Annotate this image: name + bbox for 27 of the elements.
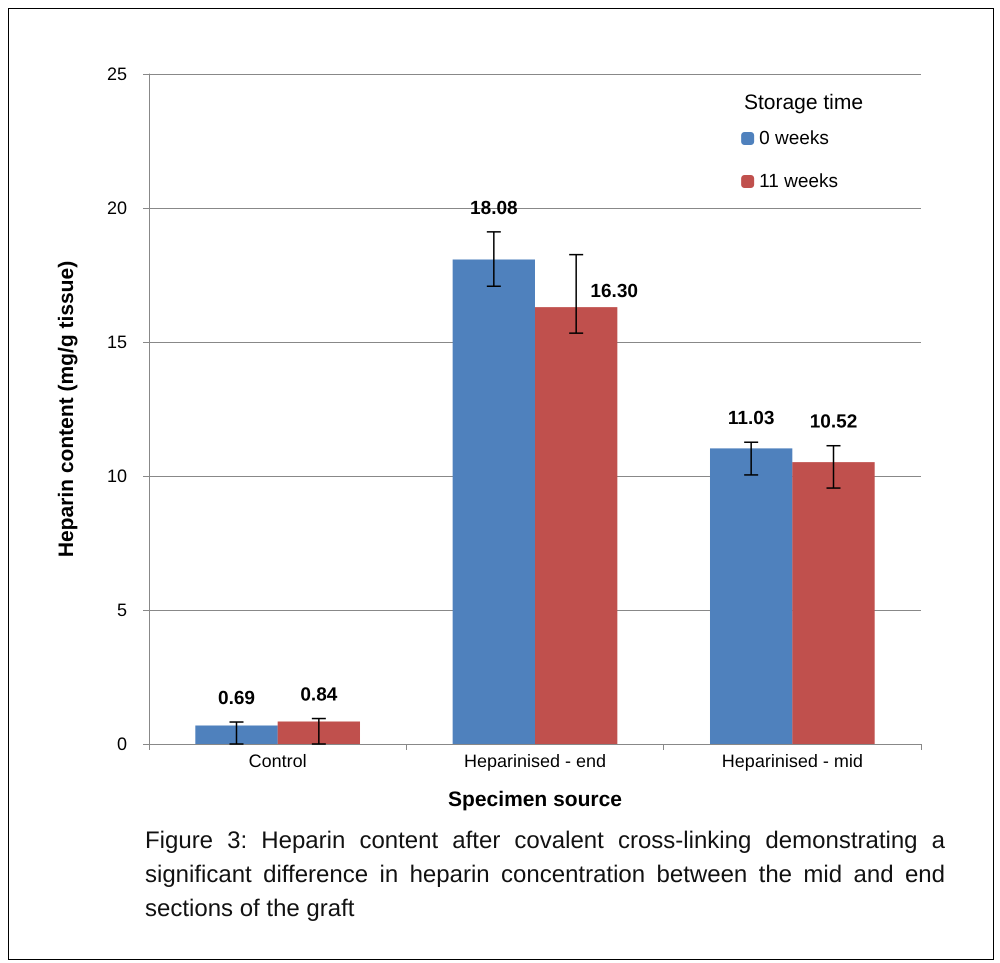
x-axis-title: Specimen source	[448, 788, 622, 811]
y-tick-label: 15	[106, 332, 127, 352]
bar	[195, 726, 278, 744]
legend-label: 0 weeks	[759, 128, 829, 149]
bar	[452, 259, 535, 744]
caption: Figure 3: Heparin content after covalent cross-linking demonstrating a significant difference in heparin concentration between the mid and end sections of the graft	[145, 826, 945, 924]
data-label: 18.08	[470, 198, 518, 219]
bar	[278, 721, 360, 744]
data-label: 11.03	[728, 408, 774, 430]
x-tick-label: Heparinised - end	[464, 751, 606, 771]
y-tick-label: 20	[106, 198, 127, 218]
bar	[710, 448, 792, 744]
data-label: 0.69	[218, 688, 255, 710]
x-tick-label: Control	[248, 751, 307, 771]
legend-title: Storage time	[744, 91, 864, 114]
data-label: 0.84	[300, 684, 338, 706]
data-label: 16.30	[590, 281, 638, 302]
y-tick-label: 10	[106, 466, 127, 486]
legend-label: 11 weeks	[759, 171, 838, 192]
y-tick-label: 25	[106, 64, 127, 84]
x-tick-label: Heparinised - mid	[722, 751, 863, 771]
data-label: 10.52	[810, 412, 858, 433]
bar	[792, 462, 875, 744]
y-tick-label: 0	[116, 734, 127, 754]
y-axis-title: Heparin content (mg/g tissue)	[55, 260, 78, 558]
y-tick-label: 5	[116, 600, 127, 620]
bar	[535, 307, 618, 744]
